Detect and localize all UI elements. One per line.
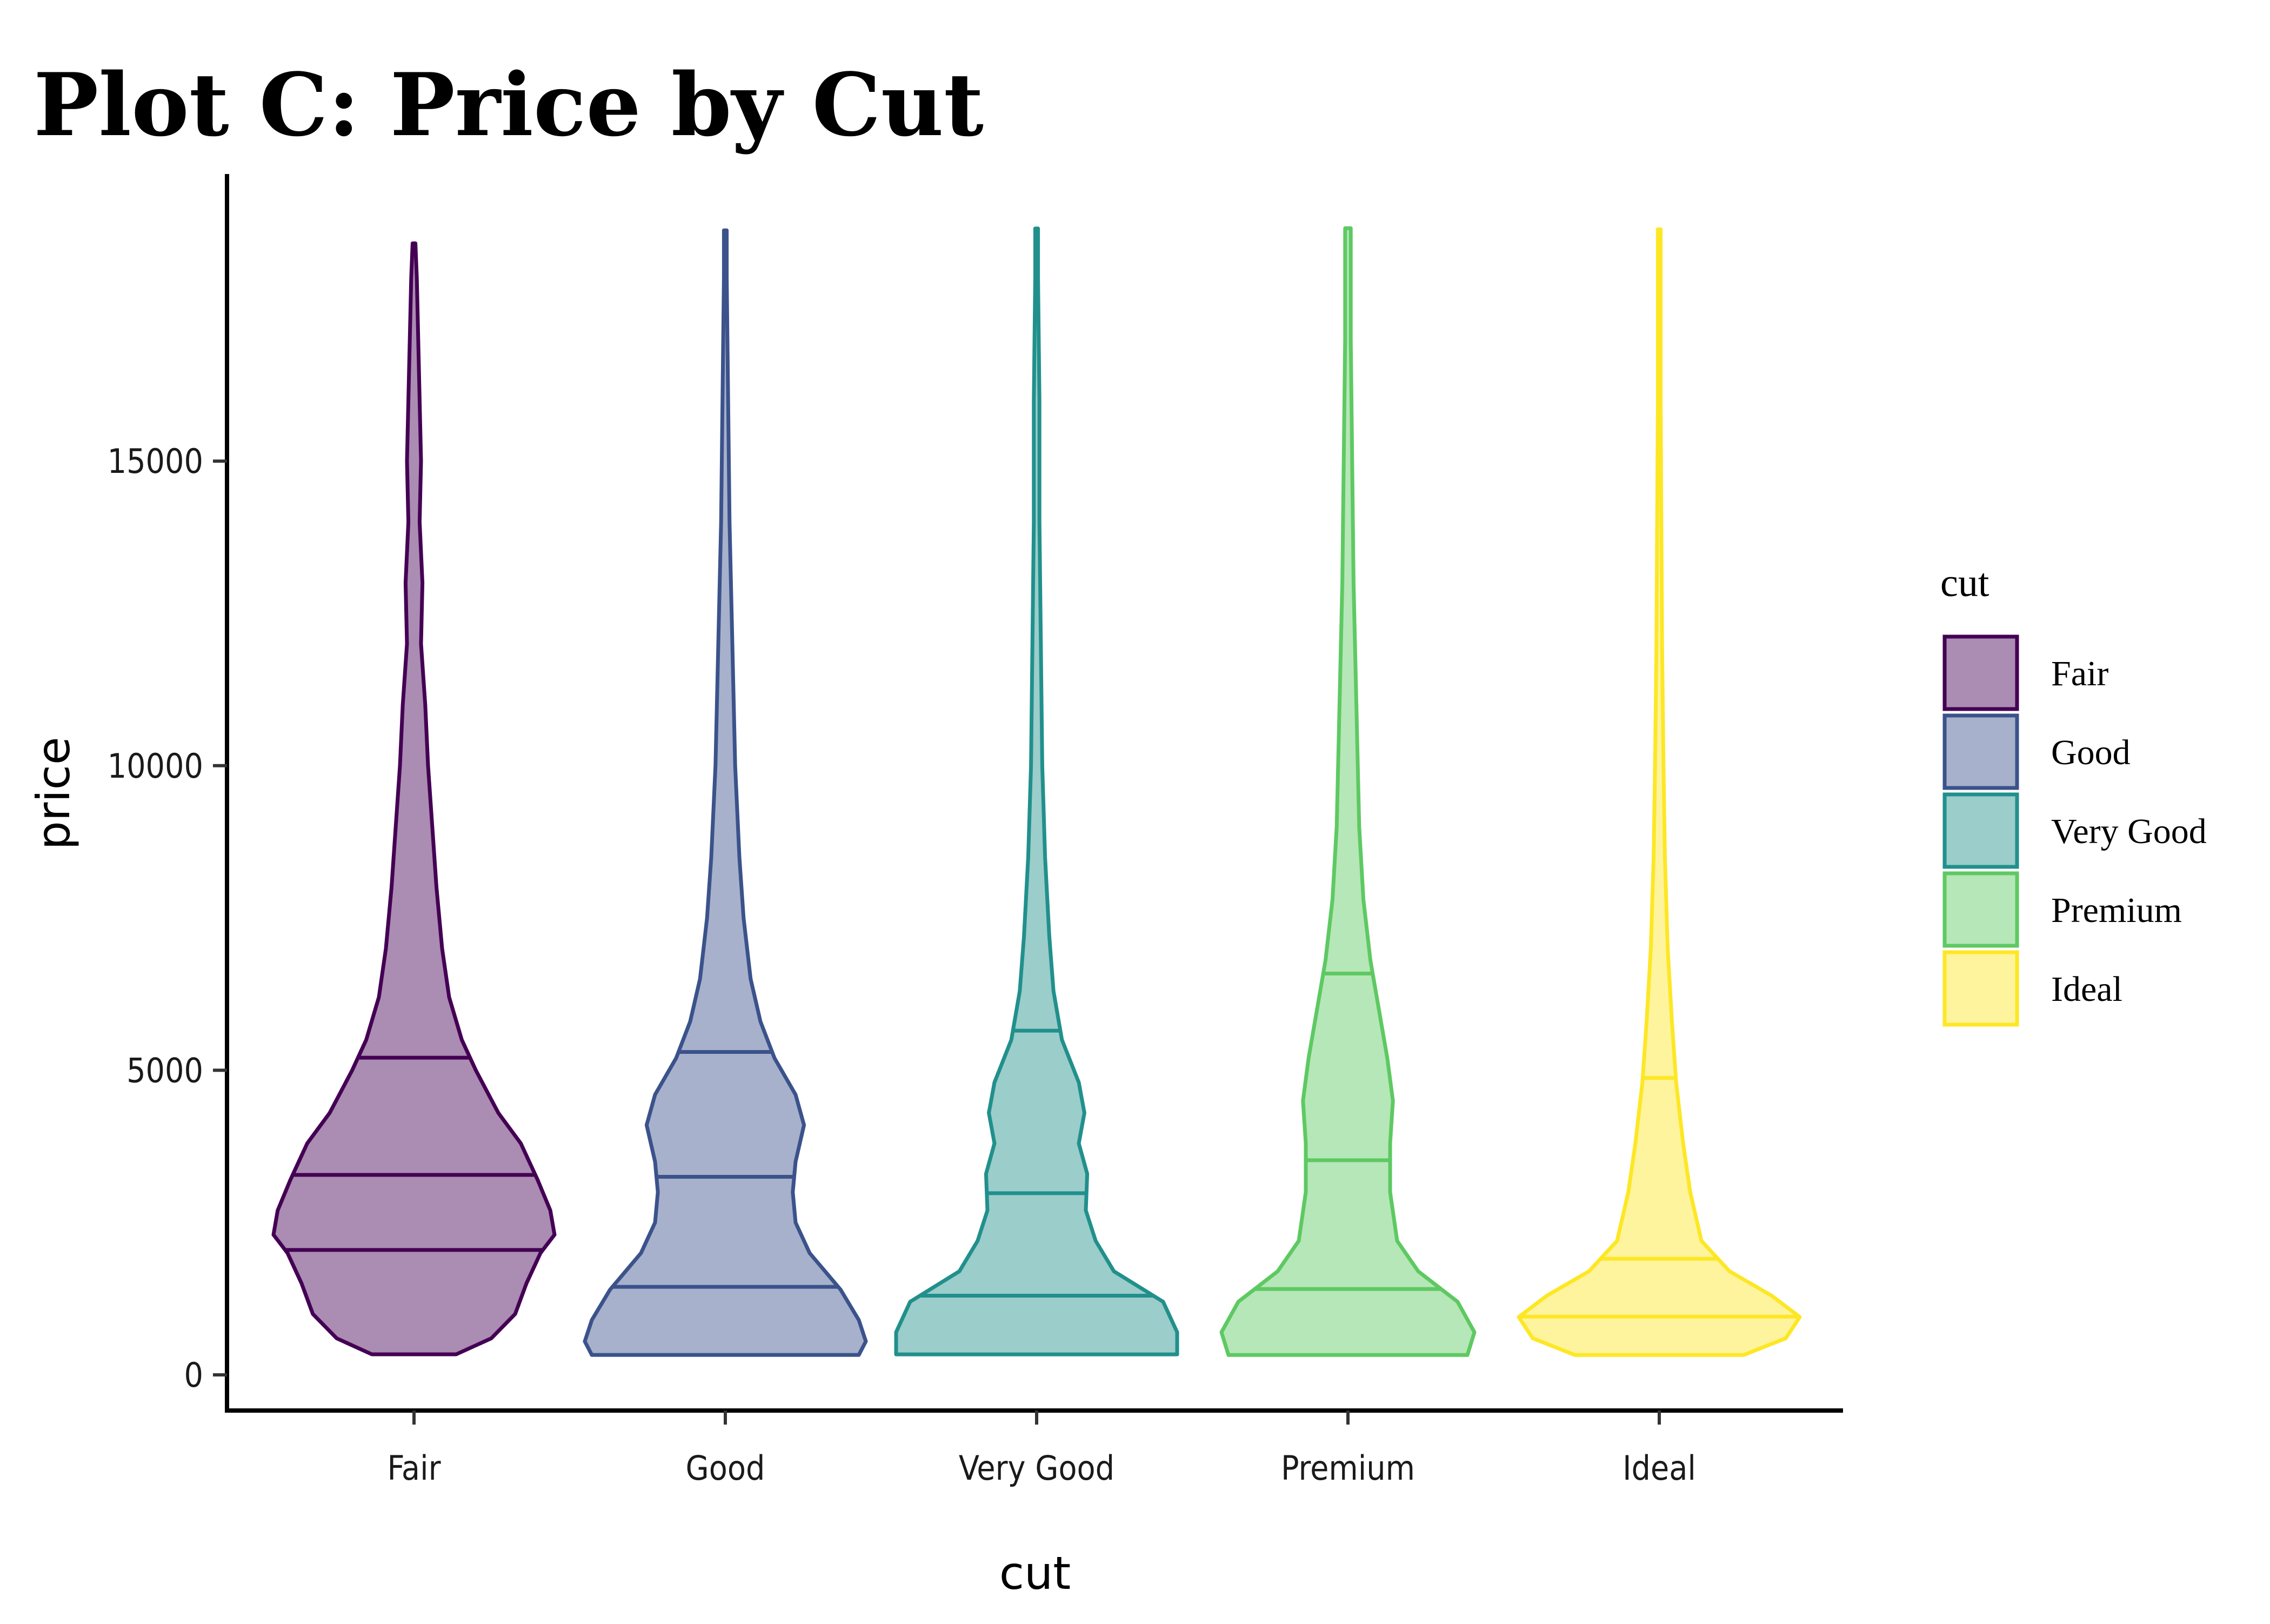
y-tick-label: 10000 [108,746,203,786]
y-axis-title: price [27,737,80,850]
y-tick-label: 0 [184,1355,203,1395]
legend-swatch [1942,950,2019,1027]
chart-title: Plot C: Price by Cut [34,54,984,156]
x-tick-label: Ideal [1623,1448,1696,1488]
legend: cut Fair Good Very Good Premium Ideal [1940,561,2207,1027]
violin-fair [271,241,557,1356]
legend-label: Very Good [2051,812,2207,851]
violin-very-good [894,226,1179,1356]
y-tick-label: 5000 [126,1051,203,1090]
x-axis-title: cut [999,1547,1071,1600]
x-tick-label: Fair [388,1448,441,1488]
legend-title: cut [1940,561,1989,605]
x-tick-label: Very Good [959,1448,1114,1488]
violin-good [583,228,868,1357]
legend-swatch [1942,713,2019,790]
legend-label: Fair [2051,654,2108,693]
legend-label: Premium [2051,891,2182,930]
legend-swatch [1942,792,2019,869]
violins-layer [271,226,1802,1357]
legend-label: Ideal [2051,970,2122,1009]
violin-premium [1219,226,1477,1357]
violin-ideal [1517,227,1802,1357]
x-tick-label: Premium [1281,1448,1415,1488]
x-tick-label: Good [686,1448,765,1488]
legend-label: Good [2051,733,2131,772]
y-tick-label: 15000 [108,442,203,481]
legend-swatch [1942,871,2019,948]
axes-layer: 0 5000 10000 15000 Fair Good Very Good Premium I… [108,174,1843,1488]
legend-swatch [1942,634,2019,711]
